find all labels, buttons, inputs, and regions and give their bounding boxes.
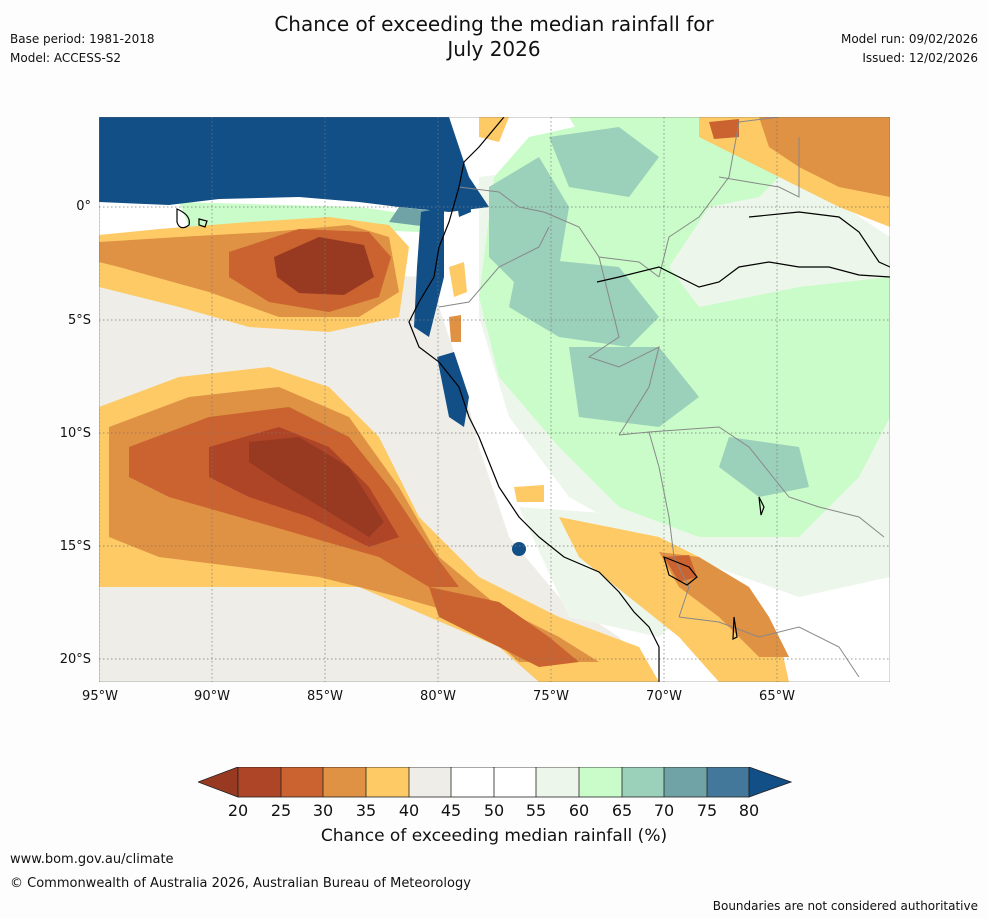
colorbar-tick-40: 40 [398,801,420,820]
rainfall-map [99,117,890,682]
area-30-northeast [709,119,739,139]
map-title: Chance of exceeding the median rainfall … [0,12,988,62]
ecuador-colombia-border [458,186,545,213]
area-70-southeast [719,437,809,497]
colorbar-low-arrow [198,767,239,798]
area-20-north-core [274,237,374,295]
colorbar-tick-25: 25 [270,801,292,820]
colorbar-swatch-55-60 [536,767,579,797]
colorbar-tick-70: 70 [653,801,675,820]
colorbar-high-arrow [748,767,792,798]
area-70-east [569,347,699,427]
area-80-coast-strip [414,207,444,337]
probability-field [99,117,890,682]
lon-label-90w: 90°W [194,689,230,704]
lon-label-80w: 80°W [420,689,456,704]
small-lakes [732,496,765,640]
colorbar-swatch-25-30 [281,767,323,797]
website-link[interactable]: www.bom.gov.au/climate [10,852,174,867]
area-80-coast-strip-3 [454,177,471,217]
colorbar-swatch-20-25 [238,767,281,797]
lake-titicaca [663,555,698,586]
bolivia-south-border [678,616,860,678]
colorbar [198,767,792,798]
model-run-date: Model run: 09/02/2026 [840,32,978,46]
colorbar-tick-80: 80 [738,801,760,820]
area-70-north [549,127,659,197]
lon-label-70w: 70°W [646,689,682,704]
amazon-river [596,261,890,288]
lon-label-75w: 75°W [533,689,569,704]
lat-label-20s: 20°S [59,652,91,667]
colorbar-tick-35: 35 [355,801,377,820]
area-80-spot [512,542,526,556]
colorbar-swatch-45-50 [451,767,494,797]
colorbar-swatch-65-70 [622,767,664,797]
colorbar-tick-50: 50 [483,801,505,820]
lat-label-10s: 10°S [59,426,91,441]
area-80-coast-strip-2 [437,352,469,427]
model-name: Model: ACCESS-S2 [10,51,122,65]
area-35-coast-blob [449,315,461,342]
lon-label-95w: 95°W [82,689,118,704]
area-80-north-pacific [99,117,489,212]
area-40-coast-blob [449,262,467,297]
galapagos-islands [176,208,208,229]
area-35-northeast [759,117,890,197]
lon-label-65w: 65°W [759,689,795,704]
area-40-offshore-blob [514,485,544,502]
colorbar-tick-20: 20 [227,801,249,820]
lat-label-0: 0° [76,199,91,214]
lon-label-85w: 85°W [307,689,343,704]
colorbar-swatch-75-80 [707,767,749,797]
colorbar-tick-55: 55 [525,801,547,820]
lat-label-5s: 5°S [67,313,91,328]
title-line-2: July 2026 [447,37,541,61]
ecuador-peru-border [438,226,550,308]
colorbar-swatch-30-35 [323,767,366,797]
area-30-south-east [429,587,579,667]
colorbar-swatch-70-75 [664,767,707,797]
colorbar-tick-45: 45 [440,801,462,820]
boundary-disclaimer: Boundaries are not considered authoritat… [712,899,978,913]
lat-label-15s: 15°S [59,539,91,554]
colorbar-swatch-50-55 [494,767,536,797]
orinoco-river [748,211,890,268]
area-65-amazon [479,117,890,537]
colorbar-label: Chance of exceeding median rainfall (%) [320,826,668,846]
colorbar-tick-30: 30 [312,801,334,820]
colorbar-swatch-35-40 [366,767,409,797]
colorbar-tick-65: 65 [611,801,633,820]
copyright-notice: © Commonwealth of Australia 2026, Austra… [10,876,471,891]
area-70-central [509,257,659,347]
area-70-northwest [489,157,569,287]
pacific-coastline [408,117,660,682]
area-20-south-core [249,437,384,537]
area-30-titicaca [664,555,697,582]
issued-date: Issued: 12/02/2026 [862,51,978,65]
bolivia-brazil-border [648,426,885,538]
colorbar-tick-60: 60 [568,801,590,820]
national-boundaries [438,117,885,678]
colombia-brazil-border [658,121,740,278]
base-period: Base period: 1981-2018 [10,32,155,46]
colorbar-dividers [237,767,750,798]
area-40-south-coast [559,517,789,682]
colorbar-tick-75: 75 [696,801,718,820]
colorbar-swatch-60-65 [579,767,622,797]
coastlines [176,117,890,682]
peru-brazil-border [587,256,660,436]
title-line-1: Chance of exceeding the median rainfall … [274,12,714,36]
venezuela-border [718,117,800,198]
colorbar-swatch-40-45 [409,767,451,797]
